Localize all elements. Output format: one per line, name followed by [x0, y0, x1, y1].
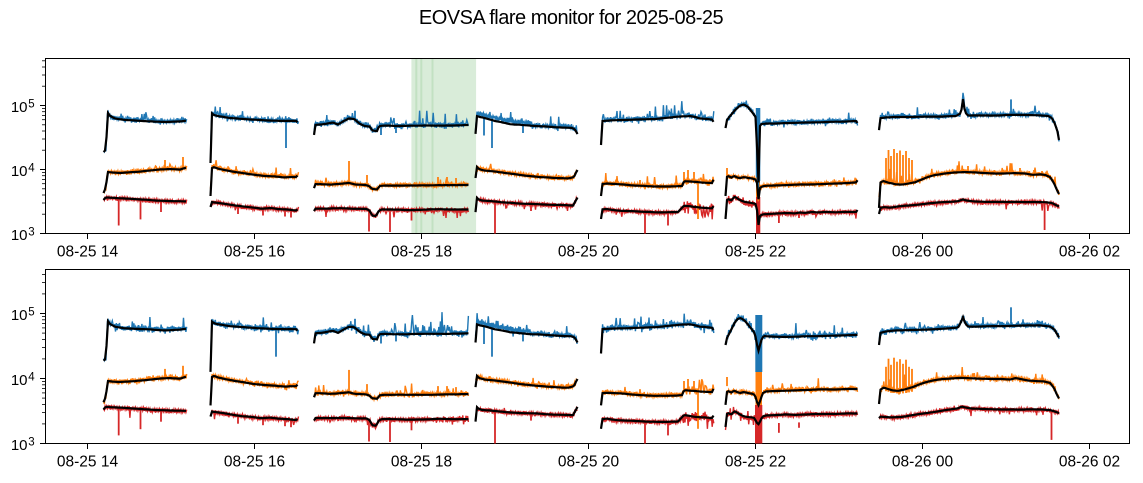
svg-text:08-25 14: 08-25 14	[57, 244, 119, 261]
svg-text:08-26 02: 08-26 02	[1059, 454, 1120, 471]
svg-text:08-25 22: 08-25 22	[725, 454, 786, 471]
svg-text:10: 10	[11, 307, 28, 324]
svg-text:10: 10	[11, 437, 28, 454]
svg-text:EOVSA flare monitor for 2025-0: EOVSA flare monitor for 2025-08-25	[419, 7, 724, 29]
svg-text:5: 5	[28, 99, 34, 111]
svg-text:5: 5	[28, 307, 34, 319]
svg-text:3: 3	[28, 227, 34, 239]
svg-text:10: 10	[11, 99, 28, 116]
svg-text:10: 10	[11, 372, 28, 389]
svg-text:08-25 16: 08-25 16	[224, 454, 285, 471]
svg-text:08-25 16: 08-25 16	[224, 244, 285, 261]
svg-text:10: 10	[11, 163, 28, 180]
svg-text:3: 3	[28, 437, 34, 449]
svg-text:4: 4	[28, 163, 35, 175]
svg-text:08-26 00: 08-26 00	[892, 244, 954, 261]
svg-text:08-25 18: 08-25 18	[391, 454, 452, 471]
svg-text:08-26 02: 08-26 02	[1059, 244, 1120, 261]
svg-text:08-25 22: 08-25 22	[725, 244, 786, 261]
svg-text:08-25 20: 08-25 20	[558, 454, 620, 471]
svg-text:08-25 14: 08-25 14	[57, 454, 119, 471]
svg-text:10: 10	[11, 227, 28, 244]
svg-text:4: 4	[28, 372, 35, 384]
svg-text:08-25 18: 08-25 18	[391, 244, 452, 261]
svg-text:08-26 00: 08-26 00	[892, 454, 954, 471]
svg-text:08-25 20: 08-25 20	[558, 244, 620, 261]
